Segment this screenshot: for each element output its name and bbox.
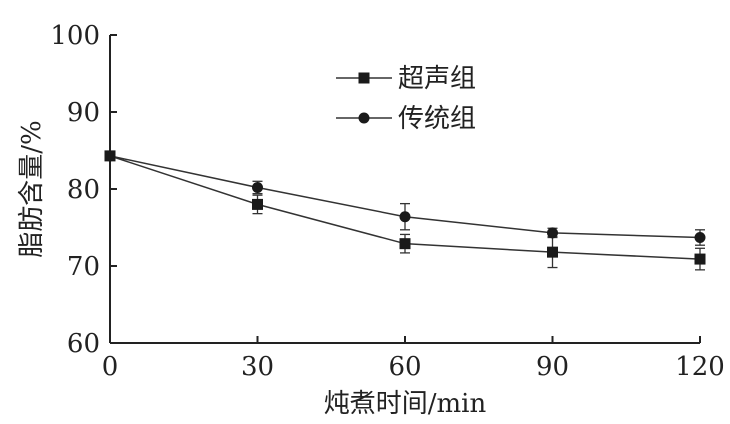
y-tick-label: 90 bbox=[67, 98, 100, 128]
data-point bbox=[694, 253, 706, 265]
x-tick-label: 30 bbox=[241, 352, 274, 382]
series-2 bbox=[104, 150, 706, 246]
y-tick-label: 100 bbox=[50, 21, 100, 51]
data-point bbox=[399, 211, 411, 223]
y-tick-label: 80 bbox=[67, 175, 100, 205]
x-tick-label: 120 bbox=[675, 352, 725, 382]
x-ticks: 0 30 60 90 120 bbox=[102, 336, 725, 382]
data-point bbox=[547, 227, 558, 239]
series-layer bbox=[104, 150, 706, 271]
data-point bbox=[252, 181, 263, 193]
data-point bbox=[694, 232, 706, 244]
x-tick-label: 0 bbox=[102, 352, 119, 382]
legend-marker bbox=[358, 72, 370, 84]
legend-item: 超声组 bbox=[336, 64, 476, 94]
legend-label: 超声组 bbox=[398, 64, 476, 94]
y-tick-label: 70 bbox=[67, 252, 100, 282]
y-axis-label: 脂肪含量/% bbox=[17, 120, 47, 257]
x-tick-label: 60 bbox=[388, 352, 421, 382]
x-axis-label: 炖煮时间/min bbox=[324, 389, 487, 419]
data-point bbox=[252, 198, 263, 210]
legend-marker bbox=[358, 112, 370, 124]
legend-item: 传统组 bbox=[336, 104, 476, 134]
y-ticks: 60 70 80 90 100 bbox=[50, 21, 117, 359]
data-point bbox=[399, 238, 411, 250]
legend-label: 传统组 bbox=[398, 104, 476, 134]
data-point bbox=[104, 150, 116, 162]
x-tick-label: 90 bbox=[536, 352, 569, 382]
y-tick-label: 60 bbox=[67, 329, 100, 359]
data-point bbox=[547, 246, 558, 258]
